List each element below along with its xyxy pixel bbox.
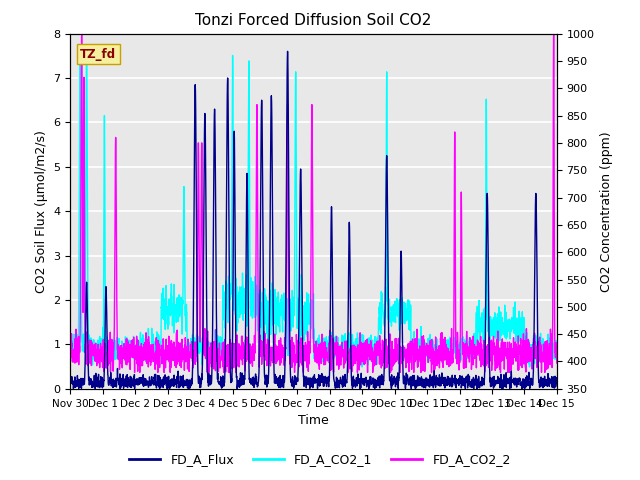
Text: TZ_fd: TZ_fd — [80, 48, 116, 61]
Legend: FD_A_Flux, FD_A_CO2_1, FD_A_CO2_2: FD_A_Flux, FD_A_CO2_1, FD_A_CO2_2 — [124, 448, 516, 471]
Y-axis label: CO2 Soil Flux (μmol/m2/s): CO2 Soil Flux (μmol/m2/s) — [35, 130, 48, 293]
Title: Tonzi Forced Diffusion Soil CO2: Tonzi Forced Diffusion Soil CO2 — [195, 13, 432, 28]
X-axis label: Time: Time — [298, 414, 329, 427]
Y-axis label: CO2 Concentration (ppm): CO2 Concentration (ppm) — [600, 131, 613, 291]
